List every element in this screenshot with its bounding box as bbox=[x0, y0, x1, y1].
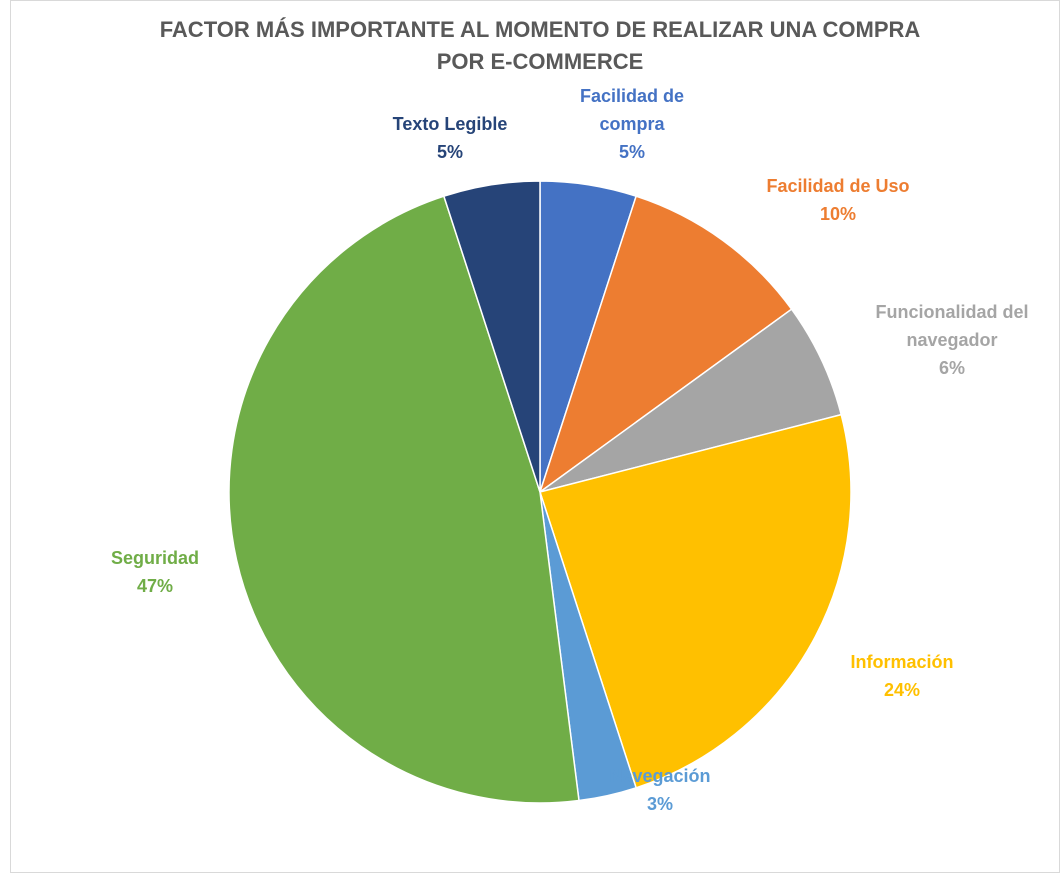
category-label: Navegación bbox=[609, 766, 711, 786]
value-label: 5% bbox=[436, 142, 463, 162]
value-label: 10% bbox=[819, 204, 857, 224]
data-label: Texto Legible 5% bbox=[350, 110, 550, 166]
value-label: 47% bbox=[136, 576, 174, 596]
category-label: Información bbox=[850, 652, 954, 672]
pie-slice bbox=[539, 413, 852, 789]
pie-slice bbox=[228, 195, 580, 804]
category-label: Facilidad de Uso bbox=[766, 176, 910, 196]
category-label: Funcionalidad del navegador bbox=[875, 302, 1029, 350]
pie-slice bbox=[538, 195, 793, 494]
pie-slice bbox=[442, 180, 541, 493]
data-label: Funcionalidad del navegador 6% bbox=[832, 298, 1061, 382]
data-label: Navegación 3% bbox=[570, 762, 750, 818]
chart-title: FACTOR MÁS IMPORTANTE AL MOMENTO DE REAL… bbox=[159, 17, 921, 74]
value-label: 3% bbox=[646, 794, 673, 814]
value-label: 6% bbox=[938, 358, 965, 378]
category-label: Seguridad bbox=[110, 548, 199, 568]
data-label: Seguridad 47% bbox=[75, 544, 235, 600]
data-label: Facilidad de Uso 10% bbox=[728, 172, 948, 228]
data-label: Información 24% bbox=[802, 648, 1002, 704]
chart-border bbox=[10, 0, 1060, 873]
data-label: Facilidad de compra 5% bbox=[557, 82, 707, 166]
value-label: 5% bbox=[618, 142, 645, 162]
category-label: Texto Legible bbox=[392, 114, 508, 134]
value-label: 24% bbox=[883, 680, 921, 700]
category-label: Facilidad de compra bbox=[579, 86, 685, 134]
